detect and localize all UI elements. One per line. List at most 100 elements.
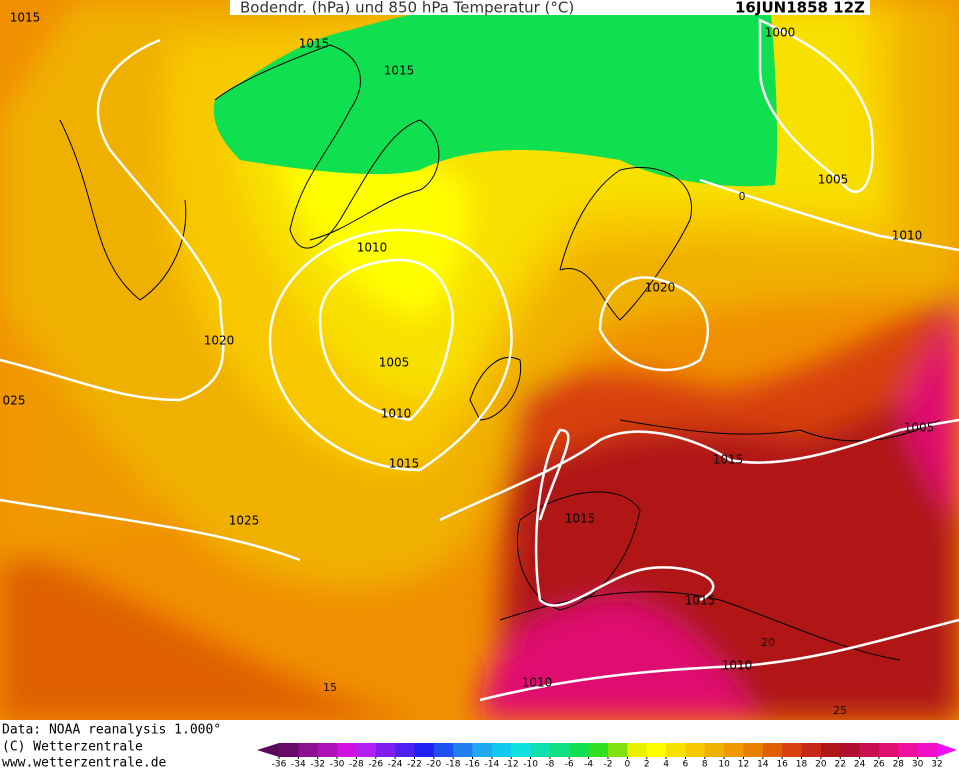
colorbar-swatch <box>801 743 822 757</box>
cold-region <box>213 0 778 187</box>
isobar-labels: 1015 1015 1015 1000 1005 1010 1010 1020 … <box>3 11 935 690</box>
colorbar-tick-label: 18 <box>796 760 808 770</box>
colorbar-tick-label: 22 <box>835 760 846 770</box>
colorbar-swatch <box>569 743 590 757</box>
colorbar-swatch <box>762 743 783 757</box>
isobar-label: 1010 <box>722 659 753 673</box>
colorbar-arrow <box>257 743 279 757</box>
colorbar-swatch <box>317 743 338 757</box>
colorbar-tick-label: -14 <box>485 760 500 770</box>
colorbar-swatch <box>685 743 706 757</box>
colorbar-swatch <box>530 743 551 757</box>
isobar-label: 1015 <box>713 453 744 467</box>
isobar-label: 1010 <box>381 407 412 421</box>
colorbar-swatch <box>298 743 319 757</box>
colorbar-tick-label: 28 <box>893 760 905 770</box>
colorbar-swatch <box>549 743 570 757</box>
colorbar-swatch <box>917 743 938 757</box>
isobar-label: 1015 <box>299 37 330 51</box>
colorbar: -36 -34 -32 -30 -28 -26 -24 -22 -20 -18 -16 -14 -12-… <box>257 743 957 770</box>
colorbar-swatch <box>414 743 435 757</box>
colorbar-swatch <box>704 743 725 757</box>
colorbar-tick-label: -34 <box>291 760 306 770</box>
colorbar-swatch <box>588 743 609 757</box>
colorbar-arrow <box>937 743 957 757</box>
colorbar-tick-label: -36 <box>272 760 287 770</box>
colorbar-swatch <box>666 743 686 757</box>
colorbar-tick-label: -24 <box>388 760 403 770</box>
colorbar-swatch <box>608 743 628 757</box>
colorbar-tick-label: -18 <box>446 760 461 770</box>
isobar-label: 1025 <box>229 514 260 528</box>
isobar-label: 1010 <box>522 676 553 690</box>
isobar-label: 025 <box>3 394 26 408</box>
isotherm-label: 25 <box>833 704 847 717</box>
colorbar-tick-label: -32 <box>310 760 325 770</box>
colorbar-tick-label: -22 <box>407 760 422 770</box>
colorbar-tick-label: 4 <box>663 760 669 770</box>
colorbar-tick-label: -10 <box>523 760 538 770</box>
colorbar-tick-label: -30 <box>330 760 345 770</box>
colorbar-swatch <box>433 743 454 757</box>
colorbar-tick-label: 26 <box>873 760 885 770</box>
isobar-label: 1010 <box>892 229 923 243</box>
colorbar-swatch <box>337 743 357 757</box>
isotherm-label: 0 <box>739 190 746 203</box>
footer-copyright: (C) Wetterzentrale <box>2 740 143 755</box>
colorbar-swatch <box>356 743 377 757</box>
colorbar-swatch <box>279 743 299 757</box>
isobar-label: 1020 <box>204 334 235 348</box>
isobar-label: 1015 <box>384 64 415 78</box>
isobar-label: 1005 <box>379 356 410 370</box>
map-field <box>0 0 959 720</box>
colorbar-tick-label: 0 <box>624 760 630 770</box>
colorbar-swatch <box>627 743 648 757</box>
isobars <box>0 17 959 702</box>
isotherm-label: 15 <box>323 681 337 694</box>
colorbar-swatch <box>743 743 764 757</box>
isobar-label: 1015 <box>685 594 716 608</box>
map-title: Bodendr. (hPa) und 850 hPa Temperatur (°… <box>240 0 574 17</box>
colorbar-swatch <box>491 743 512 757</box>
header-band <box>230 0 870 15</box>
colorbar-swatch <box>453 743 474 757</box>
colorbar-swatch <box>395 743 415 757</box>
colorbar-swatch <box>820 743 841 757</box>
isobar-label: 1020 <box>645 281 676 295</box>
colorbar-tick-label: 32 <box>931 760 942 770</box>
colorbar-tick-label: -20 <box>426 760 441 770</box>
isotherm-label: 20 <box>761 636 775 649</box>
isobar-label: 1000 <box>765 26 796 40</box>
colorbar-tick-label: 16 <box>776 760 788 770</box>
colorbar-swatch <box>472 743 493 757</box>
colorbar-tick-label: 14 <box>757 760 769 770</box>
colorbar-swatch <box>878 743 899 757</box>
colorbar-swatch <box>898 743 919 757</box>
isobar-label: 1005 <box>904 421 935 435</box>
colorbar-swatch <box>511 743 532 757</box>
footer-source: Data: NOAA reanalysis 1.000° <box>2 723 221 738</box>
colorbar-tick-label: 10 <box>718 760 730 770</box>
colorbar-swatch <box>724 743 744 757</box>
isobar-label: 1015 <box>10 11 41 25</box>
colorbar-swatch <box>840 743 861 757</box>
colorbar-tick-label: -28 <box>349 760 364 770</box>
colorbar-tick-label: 24 <box>854 760 866 770</box>
isotherm-labels: 0 15 20 25 <box>323 190 847 717</box>
colorbar-tick-label: -2 <box>604 760 613 770</box>
isobar-label: 1005 <box>818 173 849 187</box>
colorbar-swatch <box>859 743 880 757</box>
colorbar-tick-label: 2 <box>644 760 650 770</box>
isobar-label: 1015 <box>389 457 420 471</box>
footer-url: www.wetterzentrale.de <box>2 756 167 770</box>
colorbar-tick-label: -16 <box>465 760 480 770</box>
colorbar-tick-label: 30 <box>912 760 924 770</box>
colorbar-swatch <box>375 743 396 757</box>
colorbar-tick-label: 20 <box>815 760 827 770</box>
colorbar-tick-label: 12 <box>738 760 749 770</box>
colorbar-tick-label: -4 <box>584 760 593 770</box>
colorbar-swatch <box>782 743 803 757</box>
colorbar-swatch <box>646 743 667 757</box>
